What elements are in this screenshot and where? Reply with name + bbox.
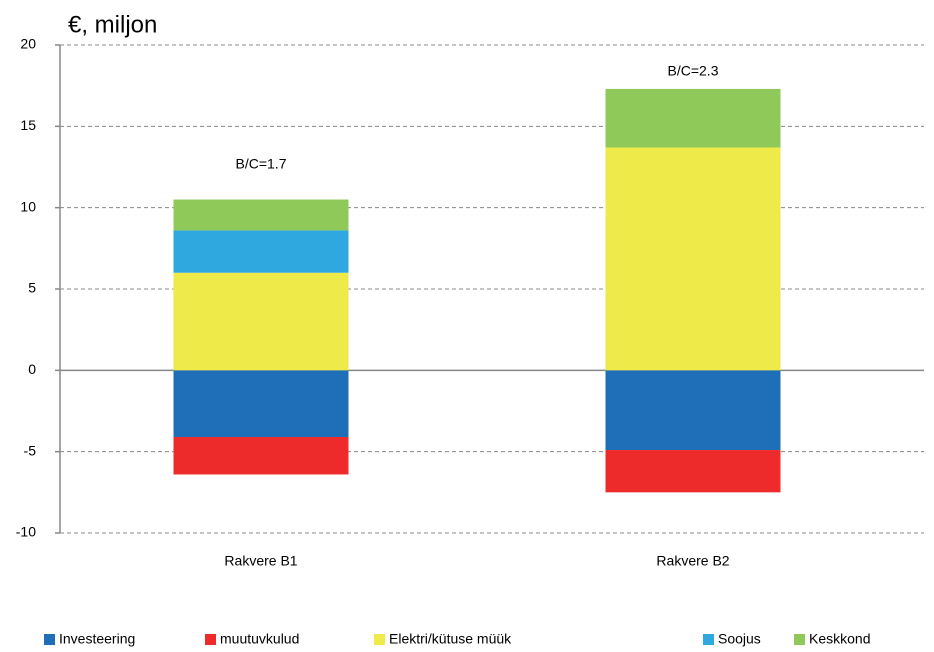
y-tick-label: -10 bbox=[16, 524, 36, 540]
y-tick-label: 10 bbox=[20, 198, 36, 214]
y-tick-label: 5 bbox=[28, 280, 36, 296]
bar-segment bbox=[605, 88, 781, 148]
annotation: B/C=1.7 bbox=[236, 156, 287, 172]
legend-swatch bbox=[703, 634, 714, 645]
bar-segment bbox=[173, 370, 349, 438]
y-tick-label: 0 bbox=[28, 361, 36, 377]
legend-label: muutuvkulud bbox=[220, 631, 299, 647]
legend-label: Keskkond bbox=[809, 631, 870, 647]
legend-label: Soojus bbox=[718, 631, 761, 647]
x-tick-label: Rakvere B1 bbox=[224, 553, 297, 569]
bar-segment bbox=[605, 450, 781, 493]
legend-label: Elektri/kütuse müük bbox=[389, 631, 512, 647]
legend-swatch bbox=[205, 634, 216, 645]
y-tick-label: -5 bbox=[24, 442, 37, 458]
legend-swatch bbox=[374, 634, 385, 645]
legend-swatch bbox=[44, 634, 55, 645]
y-tick-label: 20 bbox=[20, 36, 36, 52]
bar-segment bbox=[173, 437, 349, 475]
bar-segment bbox=[605, 147, 781, 371]
bar-segment bbox=[173, 272, 349, 371]
x-tick-label: Rakvere B2 bbox=[656, 553, 729, 569]
bar-segment bbox=[173, 230, 349, 273]
legend-label: Investeering bbox=[59, 631, 135, 647]
bar-segment bbox=[605, 370, 781, 451]
bar-segment bbox=[173, 199, 349, 231]
legend-swatch bbox=[794, 634, 805, 645]
y-axis-label: €, miljon bbox=[68, 11, 157, 38]
y-tick-label: 15 bbox=[20, 117, 36, 133]
annotation: B/C=2.3 bbox=[668, 63, 719, 79]
